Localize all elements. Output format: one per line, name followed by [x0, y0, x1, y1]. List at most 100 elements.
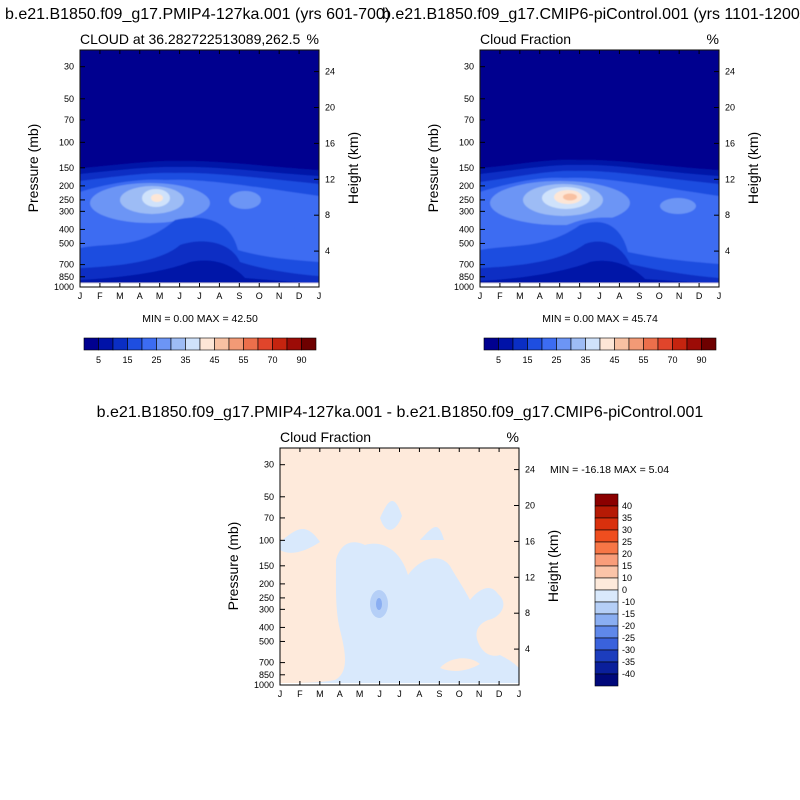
colorbar-swatch: [527, 337, 543, 351]
colorbar-swatch: [98, 337, 114, 351]
colorbar-swatch: [170, 337, 186, 351]
colorbar-swatch: [594, 613, 619, 627]
colorbar-label: 90: [696, 355, 706, 365]
height-tick-label: 12: [525, 572, 535, 582]
colorbar-swatch: [199, 337, 215, 351]
y-tick-label: 30: [264, 460, 274, 470]
colorbar-swatch: [594, 673, 619, 687]
x-tick-label: A: [137, 291, 143, 301]
colorbar-label: 90: [296, 355, 306, 365]
colorbar-label: 0: [622, 585, 627, 595]
colorbar-label: -35: [622, 657, 635, 667]
panel-1-stats: MIN = 0.00 MAX = 42.50: [142, 313, 258, 325]
colorbar-label: 70: [267, 355, 277, 365]
colorbar-label: -10: [622, 597, 635, 607]
x-tick-label: D: [496, 689, 503, 699]
colorbar-label: 5: [496, 355, 501, 365]
x-tick-label: A: [337, 689, 343, 699]
y-tick-label: 50: [264, 492, 274, 502]
x-tick-label: M: [116, 291, 124, 301]
colorbar-swatch: [512, 337, 528, 351]
colorbar-label: -25: [622, 633, 635, 643]
colorbar-label: 5: [96, 355, 101, 365]
x-tick-label: O: [456, 689, 463, 699]
x-tick-label: D: [296, 291, 303, 301]
x-tick-label: O: [656, 291, 663, 301]
colorbar-swatch: [483, 337, 499, 351]
y-tick-label: 150: [59, 163, 74, 173]
height-tick-label: 24: [725, 67, 735, 77]
panel-1-ylabel-right: Height (km): [345, 132, 361, 204]
y-tick-label: 250: [259, 593, 274, 603]
colorbar-label: -40: [622, 669, 635, 679]
colorbar-label: 45: [609, 355, 619, 365]
panel-3-ylabel-right: Height (km): [545, 530, 561, 602]
y-tick-label: 300: [459, 206, 474, 216]
x-tick-label: J: [317, 291, 322, 301]
colorbar-swatch: [657, 337, 673, 351]
colorbar-swatch: [83, 337, 99, 351]
height-tick-label: 20: [325, 102, 335, 112]
colorbar-swatch: [594, 637, 619, 651]
colorbar-swatch: [614, 337, 630, 351]
height-tick-label: 20: [725, 102, 735, 112]
x-tick-label: A: [537, 291, 543, 301]
colorbar-swatch: [243, 337, 259, 351]
y-tick-label: 70: [64, 115, 74, 125]
x-tick-label: J: [517, 689, 522, 699]
x-tick-label: J: [597, 291, 602, 301]
y-tick-label: 50: [464, 94, 474, 104]
x-tick-label: D: [696, 291, 703, 301]
colorbar-swatch: [594, 577, 619, 591]
colorbar-label: -15: [622, 609, 635, 619]
panel-3-colorbar: 40 35 30 25 20 15 10 0 -10 -15 -20 -25 -30 -35 -40: [594, 493, 635, 687]
x-tick-label: F: [97, 291, 103, 301]
y-tick-label: 30: [64, 62, 74, 72]
colorbar-swatch: [686, 337, 702, 351]
x-tick-label: J: [177, 291, 182, 301]
panel-2-ylabel: Pressure (mb): [425, 124, 441, 213]
panel-1: b.e21.B1850.f09_g17.PMIP4-127ka.001 (yrs…: [5, 6, 390, 365]
y-tick-label: 100: [59, 137, 74, 147]
y-tick-label: 200: [459, 181, 474, 191]
colorbar-label: 55: [238, 355, 248, 365]
panel-2-ylabel-right: Height (km): [745, 132, 761, 204]
y-tick-label: 500: [259, 636, 274, 646]
panel-1-subtitle: CLOUD at 36.282722513089,262.5: [80, 31, 300, 47]
colorbar-swatch: [594, 517, 619, 531]
colorbar-swatch: [599, 337, 615, 351]
x-tick-label: S: [236, 291, 242, 301]
colorbar-swatch: [594, 505, 619, 519]
y-tick-label: 400: [59, 224, 74, 234]
y-tick-label: 200: [59, 181, 74, 191]
x-tick-label: A: [416, 689, 422, 699]
panel-1-title: b.e21.B1850.f09_g17.PMIP4-127ka.001 (yrs…: [5, 6, 390, 23]
y-tick-label: 100: [459, 137, 474, 147]
x-tick-label: M: [556, 291, 564, 301]
y-tick-label: 50: [64, 94, 74, 104]
colorbar-swatch: [594, 493, 619, 507]
colorbar-label: 25: [622, 537, 632, 547]
x-tick-label: A: [616, 291, 622, 301]
colorbar-swatch: [594, 589, 619, 603]
colorbar-swatch: [594, 541, 619, 555]
x-tick-label: S: [436, 689, 442, 699]
height-tick-label: 4: [525, 644, 530, 654]
x-tick-label: J: [478, 291, 483, 301]
y-tick-label: 500: [459, 238, 474, 248]
panel-3-field: [280, 448, 519, 685]
y-tick-label: 400: [459, 224, 474, 234]
panel-3-subtitle: Cloud Fraction: [280, 429, 371, 445]
height-tick-label: 8: [725, 210, 730, 220]
y-tick-label: 70: [264, 513, 274, 523]
height-tick-label: 20: [525, 500, 535, 510]
height-tick-label: 24: [325, 67, 335, 77]
colorbar-label: 70: [667, 355, 677, 365]
y-tick-label: 200: [259, 579, 274, 589]
x-tick-label: F: [297, 689, 303, 699]
x-tick-label: N: [476, 689, 483, 699]
height-tick-label: 16: [325, 138, 335, 148]
colorbar-label: 55: [638, 355, 648, 365]
